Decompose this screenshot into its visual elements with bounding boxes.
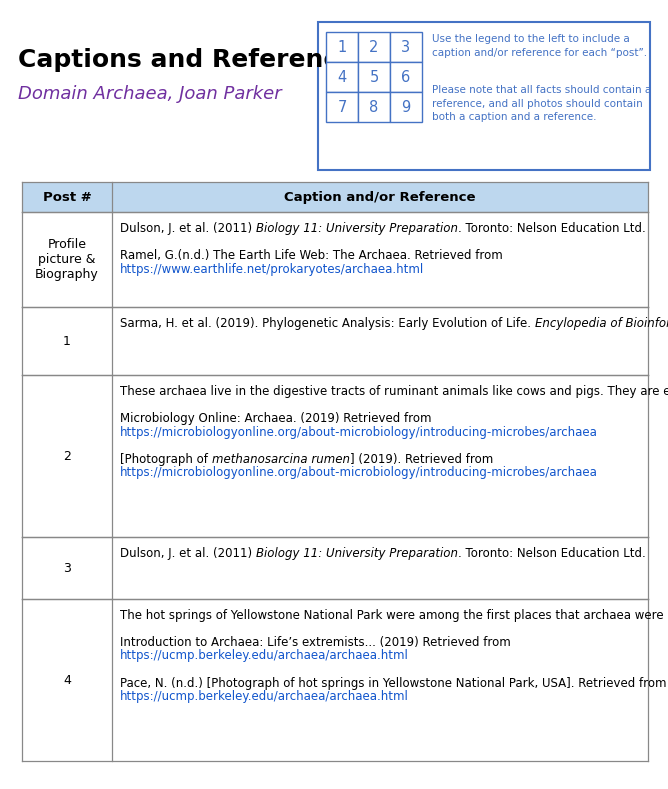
Text: 4: 4 (337, 69, 347, 84)
Text: 8: 8 (369, 99, 379, 114)
Text: 4: 4 (63, 674, 71, 686)
Text: Sarma, H. et al. (2019). Phylogenetic Analysis: Early Evolution of Life.: Sarma, H. et al. (2019). Phylogenetic An… (120, 317, 535, 330)
Text: Introduction to Archaea: Life’s extremists... (2019) Retrieved from: Introduction to Archaea: Life’s extremis… (120, 636, 511, 649)
Text: Dulson, J. et al. (2011): Dulson, J. et al. (2011) (120, 547, 256, 560)
Text: . Toronto: Nelson Education Ltd.: . Toronto: Nelson Education Ltd. (458, 222, 646, 235)
Bar (358, 62, 390, 92)
Text: methanosarcina rumen: methanosarcina rumen (212, 453, 349, 466)
Text: Ramel, G.(n.d.) The Earth Life Web: The Archaea. Retrieved from: Ramel, G.(n.d.) The Earth Life Web: The … (120, 249, 503, 262)
Bar (390, 62, 422, 92)
Text: [Photograph of: [Photograph of (120, 453, 212, 466)
Text: https://microbiologyonline.org/about-microbiology/introducing-microbes/archaea: https://microbiologyonline.org/about-mic… (120, 466, 598, 479)
Bar (358, 32, 390, 62)
Text: Caption and/or Reference: Caption and/or Reference (285, 190, 476, 204)
Text: Profile
picture &
Biography: Profile picture & Biography (35, 238, 99, 281)
Text: https://microbiologyonline.org/about-microbiology/introducing-microbes/archaea: https://microbiologyonline.org/about-mic… (120, 425, 598, 439)
Bar (390, 92, 422, 122)
Text: 1: 1 (63, 335, 71, 347)
Text: 6: 6 (401, 69, 411, 84)
Bar (326, 62, 358, 92)
Text: Please note that all facts should contain a
reference, and all photos should con: Please note that all facts should contai… (432, 85, 651, 122)
FancyBboxPatch shape (318, 22, 650, 170)
Text: https://ucmp.berkeley.edu/archaea/archaea.html: https://ucmp.berkeley.edu/archaea/archae… (120, 690, 409, 703)
Text: . Toronto: Nelson Education Ltd.: . Toronto: Nelson Education Ltd. (458, 547, 646, 560)
Bar (22, 182, 648, 212)
Text: Use the legend to the left to include a
caption and/or reference for each “post”: Use the legend to the left to include a … (432, 34, 647, 58)
Text: ] (2019). Retrieved from: ] (2019). Retrieved from (349, 453, 493, 466)
Text: Encylopedia of Bioinformatic and Computational Biology, Vol 3: Encylopedia of Bioinformatic and Computa… (535, 317, 668, 330)
Text: Dulson, J. et al. (2011): Dulson, J. et al. (2011) (120, 222, 256, 235)
Bar (390, 32, 422, 62)
Text: Microbiology Online: Archaea. (2019) Retrieved from: Microbiology Online: Archaea. (2019) Ret… (120, 412, 432, 425)
Text: 2: 2 (63, 450, 71, 462)
Bar (22, 212, 648, 307)
Text: 7: 7 (337, 99, 347, 114)
Text: 2: 2 (369, 39, 379, 54)
Bar (22, 307, 648, 375)
Bar (22, 537, 648, 599)
Text: 3: 3 (401, 39, 411, 54)
Bar (326, 92, 358, 122)
Text: 9: 9 (401, 99, 411, 114)
Text: These archaea live in the digestive tracts of ruminant animals like cows and pig: These archaea live in the digestive trac… (120, 385, 668, 398)
Text: Biology 11: University Preparation: Biology 11: University Preparation (256, 222, 458, 235)
Bar (326, 32, 358, 62)
Bar (22, 599, 648, 761)
Text: Biology 11: University Preparation: Biology 11: University Preparation (256, 547, 458, 560)
Text: 1: 1 (337, 39, 347, 54)
Text: 3: 3 (63, 562, 71, 574)
Text: The hot springs of Yellowstone National Park were among the first places that ar: The hot springs of Yellowstone National … (120, 609, 668, 622)
Text: Captions and References:: Captions and References: (18, 48, 380, 72)
Text: Post #: Post # (43, 190, 92, 204)
Text: 5: 5 (369, 69, 379, 84)
Text: Pace, N. (n.d.) [Photograph of hot springs in Yellowstone National Park, USA]. R: Pace, N. (n.d.) [Photograph of hot sprin… (120, 676, 667, 690)
Bar (358, 92, 390, 122)
Text: https://ucmp.berkeley.edu/archaea/archaea.html: https://ucmp.berkeley.edu/archaea/archae… (120, 649, 409, 663)
Text: https://www.earthlife.net/prokaryotes/archaea.html: https://www.earthlife.net/prokaryotes/ar… (120, 263, 424, 275)
Bar (22, 375, 648, 537)
Text: Domain Archaea, Joan Parker: Domain Archaea, Joan Parker (18, 85, 282, 103)
